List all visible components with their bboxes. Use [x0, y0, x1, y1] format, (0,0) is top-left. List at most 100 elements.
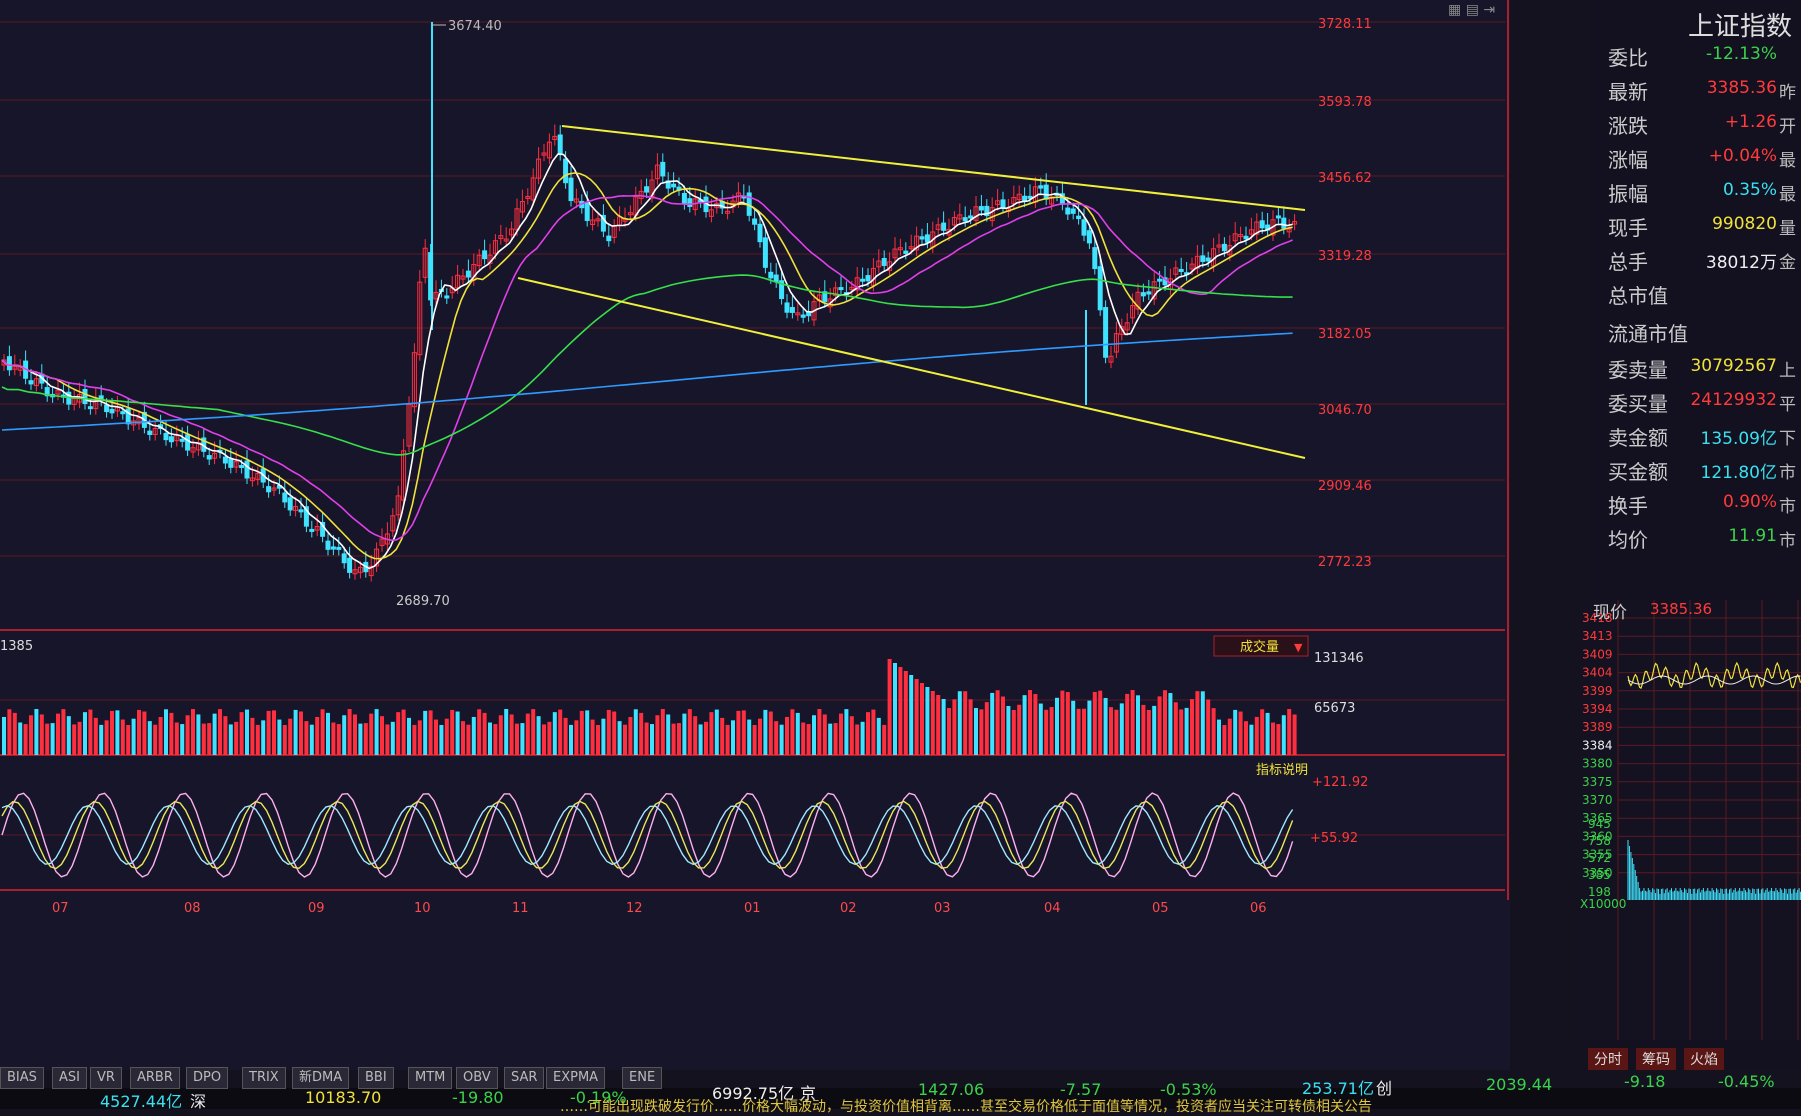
candle-body	[347, 557, 353, 573]
volume-bar	[855, 724, 860, 755]
month-label: 01	[744, 901, 761, 916]
volume-bar	[574, 720, 579, 755]
mini-tab-flame[interactable]: 火焰	[1684, 1048, 1724, 1070]
indicator-tab-bias[interactable]: BIAS	[0, 1067, 44, 1089]
indicator-tab-bbi[interactable]: BBI	[358, 1067, 394, 1089]
volume-bar	[466, 724, 471, 755]
intraday-price-label: 3375	[1582, 775, 1613, 789]
volume-bar	[1114, 709, 1119, 755]
candle-body	[1189, 263, 1195, 270]
month-label: 05	[1152, 901, 1169, 916]
volume-bar	[56, 713, 60, 755]
candle-body	[1286, 228, 1292, 233]
candle-body	[1086, 230, 1092, 244]
quote-value: 0.35%	[1722, 180, 1777, 200]
indicator-tab-trix[interactable]: TRIX	[242, 1067, 286, 1089]
candle-body	[460, 275, 466, 280]
indicator-tab-arbr[interactable]: ARBR	[130, 1067, 180, 1089]
volume-bar	[342, 715, 347, 755]
month-label: 02	[840, 901, 857, 916]
volume-bar	[1125, 693, 1130, 755]
candle-body	[503, 238, 509, 242]
volume-bar	[353, 714, 357, 755]
candle-body	[1254, 221, 1260, 235]
quote-suffix: 下	[1779, 429, 1796, 449]
low-annotation: 2689.70	[396, 594, 450, 609]
candle-body	[1259, 220, 1265, 229]
volume-bar	[1092, 691, 1097, 755]
quote-suffix: 金	[1779, 253, 1796, 273]
indicator-help-button[interactable]: 指标说明	[1256, 763, 1308, 778]
candle-body	[336, 546, 342, 550]
price-axis-label: 2909.46	[1318, 479, 1372, 494]
candle-body	[352, 569, 358, 575]
mini-tab-timeshare[interactable]: 分时	[1588, 1048, 1628, 1070]
intraday-price-line	[1627, 661, 1801, 689]
current-price-value: 3385.36	[1650, 600, 1713, 618]
volume-bar	[428, 710, 433, 755]
indicator-tab-expma[interactable]: EXPMA	[546, 1067, 606, 1089]
cy-pct: -0.45%	[1718, 1072, 1775, 1091]
indicator-tab-dpo[interactable]: DPO	[186, 1067, 229, 1089]
quote-label: 买金额	[1608, 460, 1668, 484]
volume-bar	[374, 709, 379, 755]
volume-bar	[169, 712, 174, 755]
volume-bar	[720, 717, 725, 755]
dropdown-icon[interactable]: ▼	[1294, 641, 1303, 654]
volume-bar	[693, 716, 698, 755]
candle-body	[390, 515, 396, 532]
indicator-tab-vr[interactable]: VR	[90, 1067, 122, 1089]
quote-label: 委买量	[1608, 392, 1668, 416]
volume-bar	[758, 718, 762, 755]
volume-bar	[698, 724, 703, 755]
volume-bar	[779, 724, 784, 755]
candle-body	[82, 388, 88, 405]
intraday-chart[interactable]: 3418 3413 3409 3404 3399 3394 3389 3384 3380 3375…	[1580, 600, 1801, 1040]
volume-bar	[995, 690, 1000, 755]
volume-bar	[261, 720, 266, 755]
quote-label: 委比	[1608, 46, 1648, 70]
candle-body	[249, 477, 255, 482]
volume-bar	[488, 722, 492, 755]
candle-body	[282, 492, 288, 503]
info-icon[interactable]: ▤	[1465, 2, 1479, 18]
candle-body	[725, 210, 731, 214]
volume-bar	[471, 716, 476, 755]
price-axis-label: 2772.23	[1318, 555, 1372, 570]
volume-indicator-button[interactable]	[1213, 635, 1309, 657]
volume-bar	[29, 715, 33, 755]
candle-body	[935, 224, 941, 231]
candle-body	[822, 291, 828, 303]
volume-bar	[1254, 716, 1259, 755]
month-label: 09	[308, 901, 325, 916]
indicator-tab-ene[interactable]: ENE	[622, 1067, 663, 1089]
volume-bar	[390, 721, 395, 755]
indicator-tab-asi[interactable]: ASI	[52, 1067, 87, 1089]
indicator-tab-新dma[interactable]: 新DMA	[292, 1067, 350, 1089]
candle-body	[865, 275, 871, 282]
candle-body	[206, 455, 212, 460]
candle-body	[455, 274, 461, 289]
indicator-tab-obv[interactable]: OBV	[456, 1067, 498, 1089]
exit-icon[interactable]: ⇥	[1483, 2, 1496, 18]
mini-tab-chips[interactable]: 筹码	[1636, 1048, 1676, 1070]
candle-body	[1200, 255, 1206, 262]
intraday-volume-label: 198	[1588, 885, 1611, 899]
quote-label: 现手	[1608, 216, 1648, 240]
news-ticker[interactable]: ……可能出现跌破发行价……价格大幅波动，与投资价值相背离……甚至交易价格低于面值…	[560, 1099, 1372, 1115]
main-chart-area[interactable]: 3728.11 3593.78 3456.62 3319.28 3182.05 3046.…	[0, 0, 1510, 1070]
candle-body	[293, 505, 299, 511]
candle-body	[1022, 195, 1028, 202]
volume-bar	[979, 709, 984, 755]
volume-bar	[1006, 706, 1011, 755]
indicator-tab-sar[interactable]: SAR	[504, 1067, 545, 1089]
volume-bar	[752, 724, 757, 755]
grid-icon[interactable]: ▦	[1448, 2, 1462, 18]
volume-bar	[477, 709, 482, 755]
candle-body	[519, 201, 525, 213]
volume-axis-label: 65673	[1314, 701, 1355, 716]
volume-bar	[493, 724, 498, 755]
volume-bar	[623, 724, 627, 755]
candle-body	[541, 152, 547, 156]
indicator-tab-mtm[interactable]: MTM	[408, 1067, 453, 1089]
